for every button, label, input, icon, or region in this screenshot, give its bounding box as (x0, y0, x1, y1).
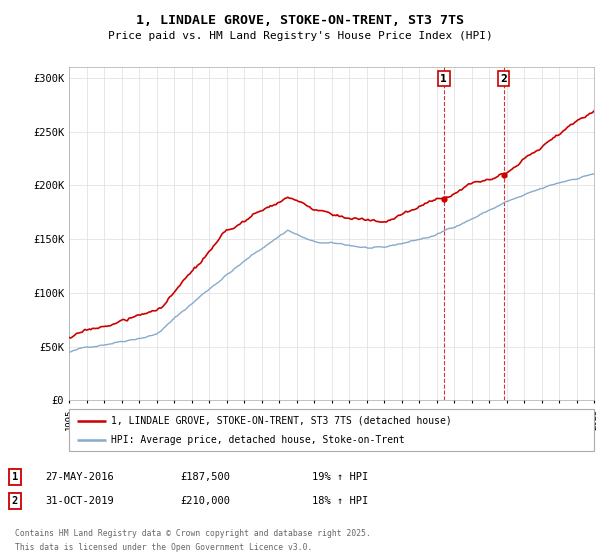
Text: Price paid vs. HM Land Registry's House Price Index (HPI): Price paid vs. HM Land Registry's House … (107, 31, 493, 41)
Text: 1: 1 (12, 472, 18, 482)
Text: £187,500: £187,500 (180, 472, 230, 482)
Text: 31-OCT-2019: 31-OCT-2019 (45, 496, 114, 506)
Text: 1: 1 (440, 74, 447, 84)
Text: HPI: Average price, detached house, Stoke-on-Trent: HPI: Average price, detached house, Stok… (111, 435, 405, 445)
Text: Contains HM Land Registry data © Crown copyright and database right 2025.: Contains HM Land Registry data © Crown c… (15, 529, 371, 538)
Text: 27-MAY-2016: 27-MAY-2016 (45, 472, 114, 482)
Text: 2: 2 (500, 74, 507, 84)
Text: This data is licensed under the Open Government Licence v3.0.: This data is licensed under the Open Gov… (15, 543, 313, 552)
Text: 2: 2 (12, 496, 18, 506)
FancyBboxPatch shape (69, 409, 594, 451)
Text: 19% ↑ HPI: 19% ↑ HPI (312, 472, 368, 482)
Text: 1, LINDALE GROVE, STOKE-ON-TRENT, ST3 7TS: 1, LINDALE GROVE, STOKE-ON-TRENT, ST3 7T… (136, 14, 464, 27)
Text: £210,000: £210,000 (180, 496, 230, 506)
Text: 18% ↑ HPI: 18% ↑ HPI (312, 496, 368, 506)
Text: 1, LINDALE GROVE, STOKE-ON-TRENT, ST3 7TS (detached house): 1, LINDALE GROVE, STOKE-ON-TRENT, ST3 7T… (111, 416, 452, 426)
